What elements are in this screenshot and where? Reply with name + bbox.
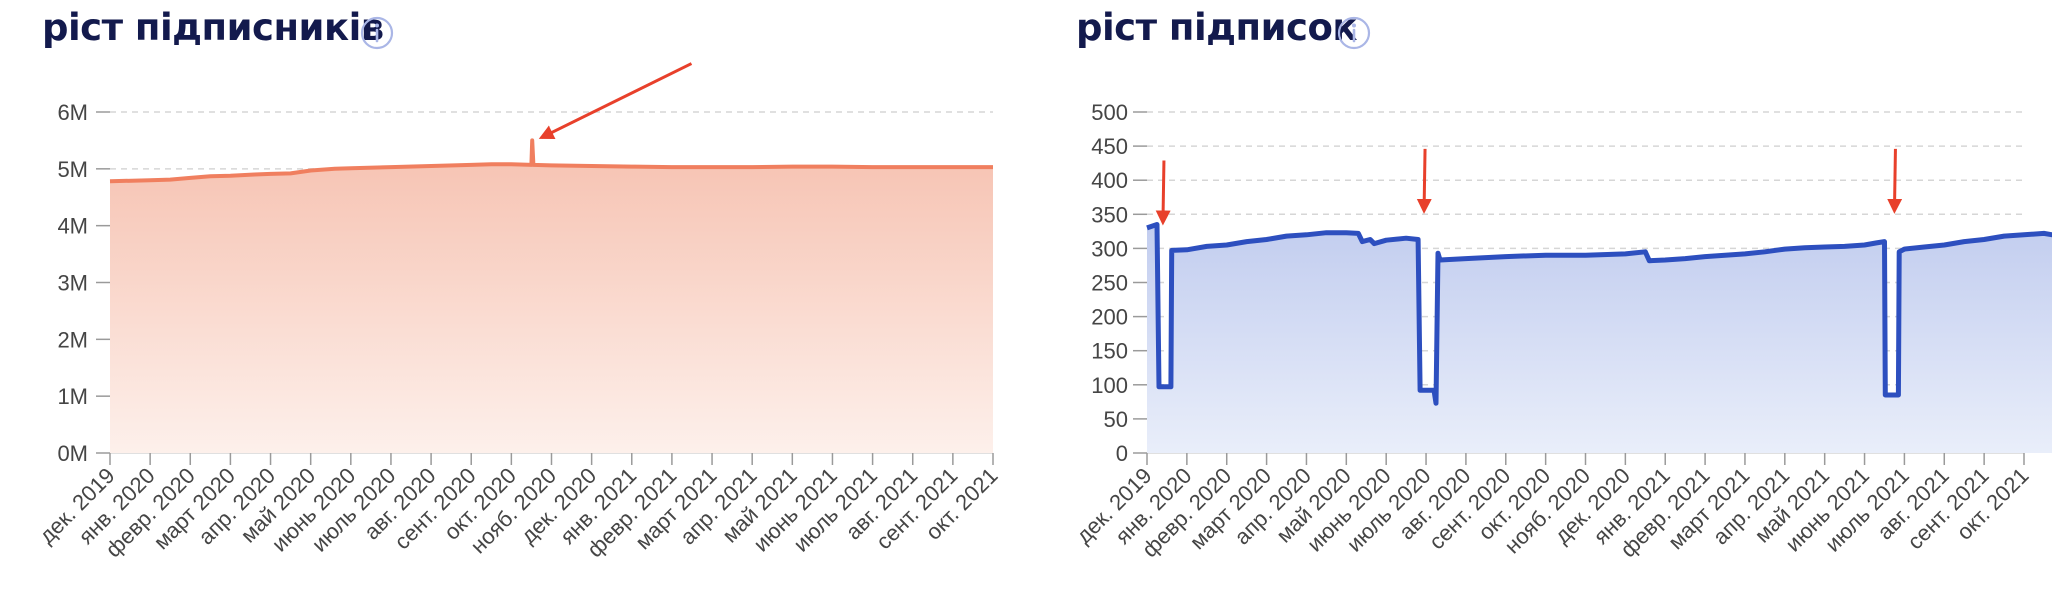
y-tick-label: 450: [1091, 134, 1128, 159]
subscribers-series-line: [109, 138, 993, 184]
y-tick-label: 3M: [57, 271, 88, 296]
chart-title-subscriptions: ріст підписок: [1076, 6, 1358, 49]
annotation-arrow: [1155, 160, 1171, 226]
subscriptions-panel: ріст підписок: [1026, 0, 2052, 600]
info-icon-circle: [1337, 16, 1371, 50]
y-tick-label: 4M: [57, 214, 88, 239]
info-icon: [1337, 16, 1371, 50]
chart-title-subscribers: ріст підписників: [42, 6, 384, 49]
y-tick-label: 150: [1091, 339, 1128, 364]
info-icon-dot: [375, 23, 379, 28]
info-icon-circle: [360, 16, 394, 50]
subscriptions-area-fill: [1147, 224, 2052, 453]
y-tick-label: 50: [1104, 407, 1128, 432]
y-tick-label: 300: [1091, 236, 1128, 261]
y-tick-label: 6M: [57, 100, 88, 125]
subscribers-panel: ріст підписників: [0, 0, 1020, 600]
y-tick-label: 250: [1091, 271, 1128, 296]
y-tick-label: 2M: [57, 327, 88, 352]
y-tick-label: 1M: [57, 384, 88, 409]
y-tick-label: 0M: [57, 441, 88, 466]
info-icon: [360, 16, 394, 50]
subscriptions-series-line: [1146, 222, 2052, 406]
y-tick-label: 200: [1091, 305, 1128, 330]
y-tick-label: 400: [1091, 168, 1128, 193]
subscribers-area-fill: [110, 140, 993, 453]
info-icon-dot: [1352, 23, 1356, 28]
y-tick-label: 100: [1091, 373, 1128, 398]
y-tick-label: 0: [1116, 441, 1128, 466]
annotation-arrow: [1416, 148, 1432, 214]
annotation-arrow: [1887, 148, 1903, 214]
y-tick-label: 350: [1091, 202, 1128, 227]
annotation-arrow: [538, 62, 693, 139]
y-tick-label: 5M: [57, 157, 88, 182]
y-tick-label: 500: [1091, 100, 1128, 125]
